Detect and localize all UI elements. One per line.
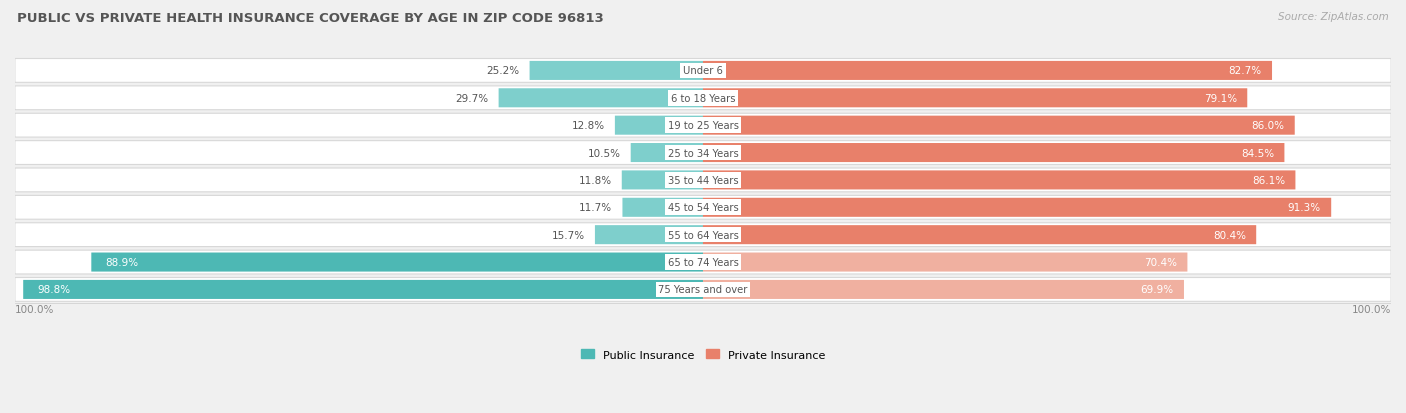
- FancyBboxPatch shape: [15, 278, 1391, 301]
- Text: 80.4%: 80.4%: [1213, 230, 1246, 240]
- FancyBboxPatch shape: [614, 116, 703, 135]
- Text: Under 6: Under 6: [683, 66, 723, 76]
- Text: 84.5%: 84.5%: [1241, 148, 1274, 158]
- Text: 55 to 64 Years: 55 to 64 Years: [668, 230, 738, 240]
- FancyBboxPatch shape: [703, 62, 1272, 81]
- Text: 98.8%: 98.8%: [37, 285, 70, 295]
- FancyBboxPatch shape: [15, 223, 1391, 247]
- FancyBboxPatch shape: [703, 116, 1295, 135]
- Text: 86.0%: 86.0%: [1251, 121, 1284, 131]
- FancyBboxPatch shape: [703, 144, 1285, 163]
- Text: 15.7%: 15.7%: [551, 230, 585, 240]
- FancyBboxPatch shape: [595, 225, 703, 244]
- Text: 86.1%: 86.1%: [1251, 176, 1285, 185]
- Text: 19 to 25 Years: 19 to 25 Years: [668, 121, 738, 131]
- FancyBboxPatch shape: [703, 253, 1188, 272]
- Text: 35 to 44 Years: 35 to 44 Years: [668, 176, 738, 185]
- Text: 82.7%: 82.7%: [1229, 66, 1261, 76]
- FancyBboxPatch shape: [15, 196, 1391, 220]
- Text: 75 Years and over: 75 Years and over: [658, 285, 748, 295]
- FancyBboxPatch shape: [703, 280, 1184, 299]
- FancyBboxPatch shape: [703, 225, 1256, 244]
- Legend: Public Insurance, Private Insurance: Public Insurance, Private Insurance: [581, 349, 825, 360]
- FancyBboxPatch shape: [24, 280, 703, 299]
- Text: 10.5%: 10.5%: [588, 148, 620, 158]
- Text: 11.7%: 11.7%: [579, 203, 612, 213]
- Text: Source: ZipAtlas.com: Source: ZipAtlas.com: [1278, 12, 1389, 22]
- Text: 6 to 18 Years: 6 to 18 Years: [671, 94, 735, 104]
- Text: 100.0%: 100.0%: [1351, 304, 1391, 314]
- Text: PUBLIC VS PRIVATE HEALTH INSURANCE COVERAGE BY AGE IN ZIP CODE 96813: PUBLIC VS PRIVATE HEALTH INSURANCE COVER…: [17, 12, 603, 25]
- FancyBboxPatch shape: [703, 171, 1295, 190]
- Text: 12.8%: 12.8%: [571, 121, 605, 131]
- Text: 65 to 74 Years: 65 to 74 Years: [668, 257, 738, 267]
- FancyBboxPatch shape: [15, 141, 1391, 165]
- Text: 25 to 34 Years: 25 to 34 Years: [668, 148, 738, 158]
- FancyBboxPatch shape: [15, 114, 1391, 138]
- FancyBboxPatch shape: [530, 62, 703, 81]
- FancyBboxPatch shape: [15, 59, 1391, 83]
- Text: 11.8%: 11.8%: [578, 176, 612, 185]
- Text: 100.0%: 100.0%: [15, 304, 55, 314]
- FancyBboxPatch shape: [623, 198, 703, 217]
- FancyBboxPatch shape: [621, 171, 703, 190]
- Text: 79.1%: 79.1%: [1204, 94, 1237, 104]
- Text: 88.9%: 88.9%: [105, 257, 138, 267]
- Text: 45 to 54 Years: 45 to 54 Years: [668, 203, 738, 213]
- FancyBboxPatch shape: [15, 169, 1391, 192]
- FancyBboxPatch shape: [703, 89, 1247, 108]
- FancyBboxPatch shape: [15, 87, 1391, 110]
- Text: 25.2%: 25.2%: [486, 66, 519, 76]
- Text: 69.9%: 69.9%: [1140, 285, 1174, 295]
- FancyBboxPatch shape: [91, 253, 703, 272]
- Text: 91.3%: 91.3%: [1288, 203, 1320, 213]
- Text: 29.7%: 29.7%: [456, 94, 488, 104]
- Text: 70.4%: 70.4%: [1144, 257, 1177, 267]
- FancyBboxPatch shape: [631, 144, 703, 163]
- FancyBboxPatch shape: [15, 251, 1391, 274]
- FancyBboxPatch shape: [499, 89, 703, 108]
- FancyBboxPatch shape: [703, 198, 1331, 217]
